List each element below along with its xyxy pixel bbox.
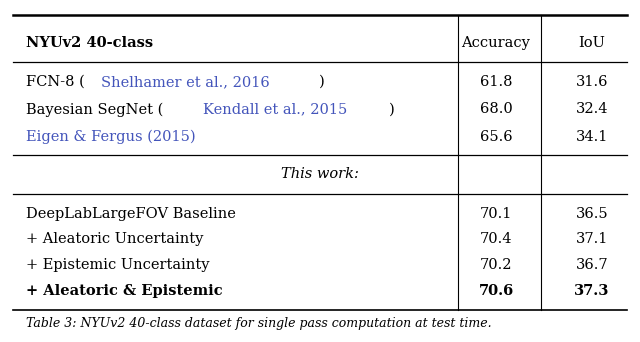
Text: IoU: IoU	[579, 36, 605, 50]
Text: 68.0: 68.0	[479, 103, 513, 116]
Text: 70.4: 70.4	[480, 233, 512, 246]
Text: NYUv2 40-class: NYUv2 40-class	[26, 36, 153, 50]
Text: + Aleatoric & Epistemic: + Aleatoric & Epistemic	[26, 284, 222, 298]
Text: 65.6: 65.6	[480, 130, 512, 144]
Text: 70.2: 70.2	[480, 258, 512, 272]
Text: + Epistemic Uncertainty: + Epistemic Uncertainty	[26, 258, 209, 272]
Text: Accuracy: Accuracy	[461, 36, 531, 50]
Text: 61.8: 61.8	[480, 75, 512, 89]
Text: 37.1: 37.1	[576, 233, 608, 246]
Text: Bayesian SegNet (: Bayesian SegNet (	[26, 102, 163, 117]
Text: 31.6: 31.6	[576, 75, 608, 89]
Text: ): )	[389, 103, 395, 116]
Text: 70.1: 70.1	[480, 207, 512, 221]
Text: 70.6: 70.6	[478, 284, 514, 298]
Text: 36.5: 36.5	[576, 207, 608, 221]
Text: 37.3: 37.3	[574, 284, 610, 298]
Text: 32.4: 32.4	[576, 103, 608, 116]
Text: ): )	[319, 75, 325, 89]
Text: This work:: This work:	[281, 168, 359, 181]
Text: DeepLabLargeFOV Baseline: DeepLabLargeFOV Baseline	[26, 207, 236, 221]
Text: 34.1: 34.1	[576, 130, 608, 144]
Text: + Aleatoric Uncertainty: + Aleatoric Uncertainty	[26, 233, 203, 246]
Text: Table 3: NYUv2 40-class dataset for single pass computation at test time.: Table 3: NYUv2 40-class dataset for sing…	[26, 317, 492, 330]
Text: 36.7: 36.7	[576, 258, 608, 272]
Text: Shelhamer et al., 2016: Shelhamer et al., 2016	[101, 75, 270, 89]
Text: Kendall et al., 2015: Kendall et al., 2015	[203, 103, 347, 116]
Text: FCN-8 (: FCN-8 (	[26, 75, 84, 89]
Text: Eigen & Fergus (2015): Eigen & Fergus (2015)	[26, 130, 195, 144]
